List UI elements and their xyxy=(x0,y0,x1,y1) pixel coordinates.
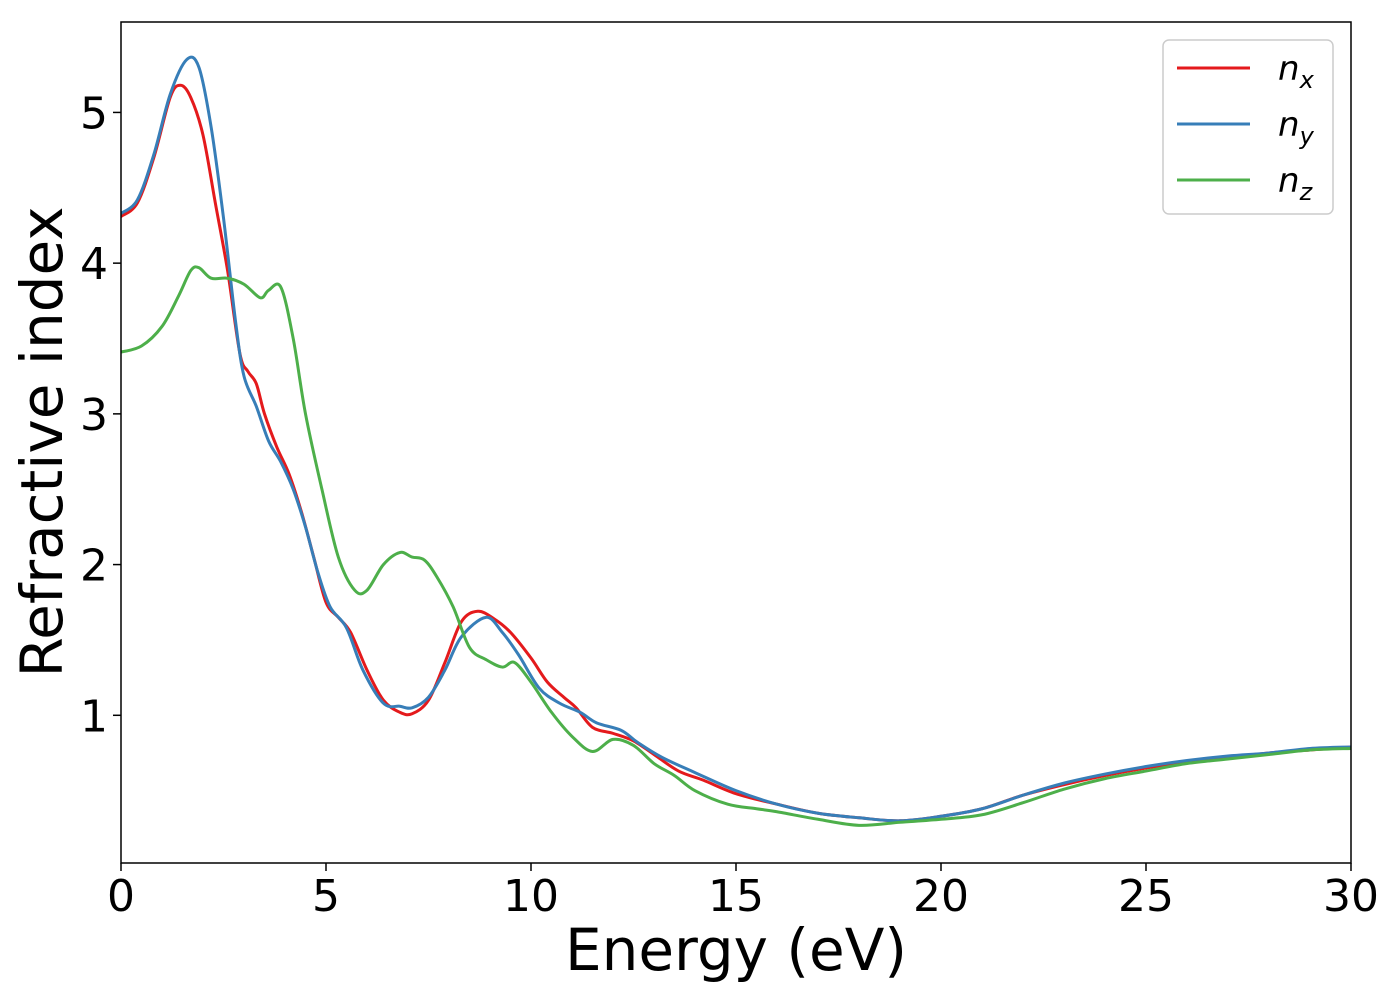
y-tick-label: 3 xyxy=(80,390,108,441)
x-tick-label: 5 xyxy=(312,871,340,922)
y-tick-label: 5 xyxy=(80,88,108,139)
x-tick-label: 10 xyxy=(503,871,559,922)
series-layer xyxy=(121,55,1351,827)
legend-entries: nx ny nz xyxy=(1177,49,1315,206)
x-tick-label: 25 xyxy=(1118,871,1174,922)
y-tick-label: 2 xyxy=(80,541,108,592)
x-tick-label: 30 xyxy=(1323,871,1379,922)
x-tick-label: 20 xyxy=(913,871,969,922)
y-tick-label: 1 xyxy=(80,691,108,742)
x-axis-label: Energy (eV) xyxy=(565,916,907,984)
x-axis-ticks: 0 5 10 15 20 25 30 xyxy=(107,863,1379,922)
y-tick-label: 4 xyxy=(80,239,108,290)
y-axis-label: Refractive index xyxy=(8,206,76,677)
x-tick-label: 15 xyxy=(708,871,764,922)
legend-label-n-x: nx xyxy=(1278,49,1315,94)
legend-label-n-y: ny xyxy=(1278,105,1315,150)
legend-box xyxy=(1162,39,1334,215)
y-axis-ticks: 1 2 3 4 5 xyxy=(80,88,121,742)
legend: nx ny nz xyxy=(1162,39,1334,215)
legend-label-n-z: nz xyxy=(1278,161,1314,206)
series-line-n-z xyxy=(121,265,1351,827)
series-line-n-y xyxy=(121,55,1351,823)
x-tick-label: 0 xyxy=(107,871,135,922)
